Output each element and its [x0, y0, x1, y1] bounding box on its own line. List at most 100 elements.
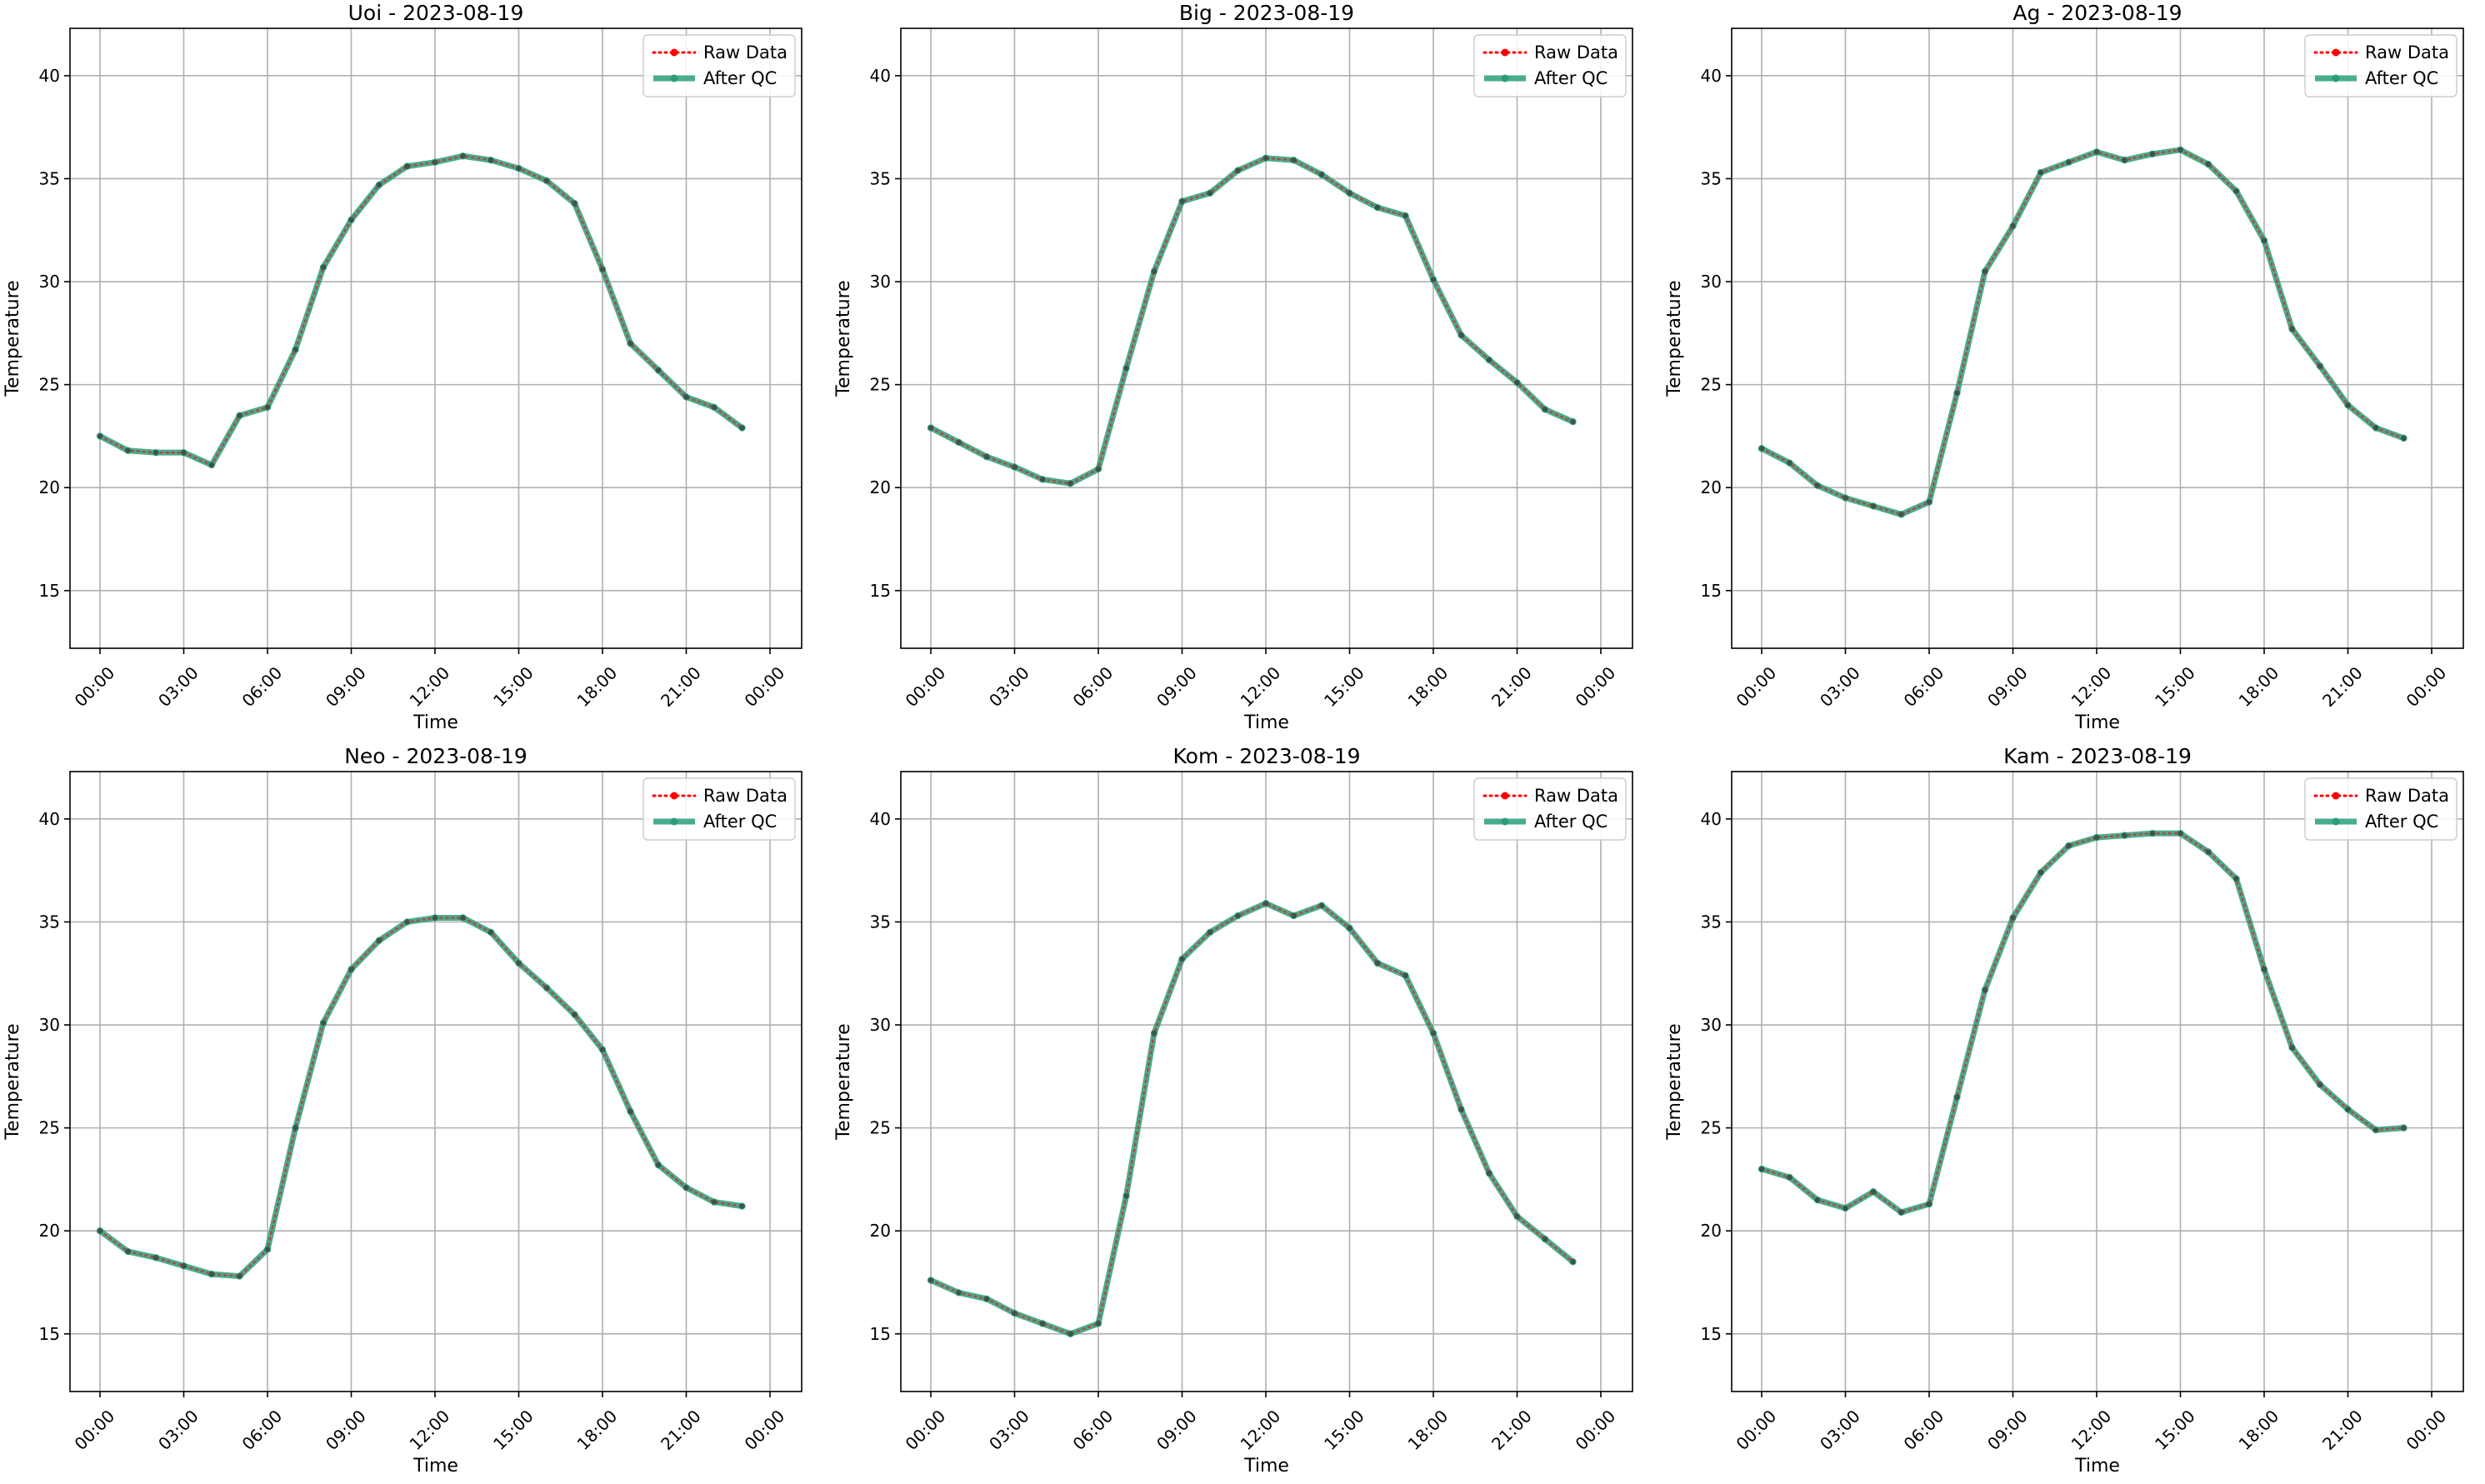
raw-data-point: [1151, 268, 1158, 274]
x-tick-label: 00:00: [2402, 662, 2451, 711]
raw-data-point: [543, 985, 550, 991]
chart-title: Big - 2023-08-19: [1179, 1, 1354, 25]
x-tick-label: 03:00: [985, 1406, 1033, 1454]
raw-data-point: [2289, 1045, 2295, 1051]
raw-data-point: [1898, 1209, 1904, 1216]
raw-data-point: [2205, 849, 2212, 855]
series-line-raw-data: [98, 917, 743, 1277]
plot-frame: [900, 27, 1633, 649]
series-line-raw-data: [1760, 832, 2405, 1214]
chart-title: Uoi - 2023-08-19: [348, 1, 524, 25]
raw-data-point: [1787, 1174, 1792, 1181]
x-tick-label: 06:00: [1069, 1406, 1118, 1454]
y-tick-label: 35: [1701, 168, 1722, 188]
raw-data-point: [181, 449, 187, 456]
legend: Raw Data After QC: [642, 777, 796, 841]
x-tick-label: 18:00: [573, 1406, 622, 1454]
legend-marker-raw-data: [1501, 792, 1509, 800]
raw-data-point: [1514, 379, 1520, 386]
raw-data-point: [683, 1185, 689, 1191]
x-tick-label: 21:00: [1488, 1406, 1536, 1454]
y-tick-label: 30: [870, 272, 891, 292]
raw-data-point: [1402, 212, 1408, 219]
legend-marker-after-qc: [670, 74, 678, 82]
y-tick-label: 25: [39, 375, 60, 395]
raw-data-point: [1207, 190, 1213, 196]
raw-data-point: [1542, 407, 1548, 412]
legend-label-after-qc: After QC: [2365, 68, 2438, 88]
plot-frame: [69, 27, 802, 649]
raw-data-point: [928, 1277, 934, 1283]
x-tick-label: 06:00: [1900, 1406, 1948, 1454]
raw-data-point: [432, 159, 438, 165]
x-tick-label: 00:00: [741, 662, 789, 711]
y-tick-label: 15: [39, 1324, 60, 1344]
raw-data-point: [628, 340, 633, 347]
y-tick-label: 25: [870, 375, 891, 395]
raw-data-point: [2066, 842, 2072, 849]
raw-data-point: [516, 960, 522, 967]
legend-label-raw-data: Raw Data: [703, 786, 788, 806]
raw-data-point: [711, 404, 718, 411]
legend-marker-after-qc: [2332, 74, 2340, 82]
raw-data-point: [2093, 834, 2100, 841]
x-tick-label: 12:00: [1237, 662, 1285, 711]
raw-data-point: [488, 929, 494, 935]
raw-data-point: [152, 1255, 159, 1261]
raw-data-point: [1458, 332, 1464, 338]
raw-data-point: [2233, 876, 2239, 882]
chart-title: Neo - 2023-08-19: [344, 744, 528, 768]
x-tick-label: 03:00: [154, 662, 202, 711]
raw-data-point: [432, 915, 438, 921]
subplot-5: 00:00 03:00 06:00 09:00 12:00 15:00 18:00 21:00…: [833, 744, 1633, 1477]
raw-data-point: [1926, 499, 1932, 505]
y-tick-label: 20: [1701, 477, 1722, 497]
x-tick-label: 21:00: [657, 1406, 705, 1454]
y-tick-label: 40: [870, 809, 891, 829]
y-tick-label: 30: [1701, 272, 1722, 292]
raw-data-point: [2372, 425, 2379, 431]
x-tick-label: 15:00: [2151, 1406, 2199, 1454]
x-tick-label: 00:00: [71, 662, 119, 711]
y-tick-label: 20: [1701, 1221, 1722, 1241]
y-tick-label: 20: [870, 1221, 891, 1241]
legend-label-raw-data: Raw Data: [703, 42, 788, 62]
raw-data-point: [1954, 390, 1960, 396]
raw-data-point: [181, 1263, 187, 1269]
y-axis-label: Temperature: [2, 1023, 23, 1140]
raw-data-point: [1179, 956, 1185, 962]
x-tick-label: 21:00: [657, 662, 705, 711]
x-axis-label: Time: [412, 1456, 458, 1477]
x-axis-label: Time: [1243, 712, 1289, 733]
raw-data-point: [1758, 446, 1765, 452]
raw-data-point: [1486, 1170, 1492, 1177]
legend-label-after-qc: After QC: [703, 812, 777, 832]
raw-data-point: [516, 165, 522, 172]
raw-data-point: [1814, 1197, 1821, 1203]
y-axis-label: Temperature: [2, 280, 23, 397]
raw-data-point: [460, 153, 466, 159]
raw-data-point: [460, 915, 466, 921]
x-tick-label: 09:00: [1983, 662, 2032, 711]
raw-data-point: [599, 266, 606, 272]
x-tick-label: 00:00: [1732, 662, 1781, 711]
subplot-1: 00:00 03:00 06:00 09:00 12:00 15:00 18:00 21:00…: [2, 1, 802, 733]
raw-data-point: [1318, 902, 1325, 908]
raw-data-point: [1151, 1030, 1158, 1037]
raw-data-point: [2205, 161, 2212, 167]
legend-marker-raw-data: [2332, 48, 2340, 57]
raw-data-point: [125, 1248, 131, 1255]
y-tick-label: 20: [870, 477, 891, 497]
y-axis-label: Temperature: [1664, 1023, 1685, 1140]
x-tick-label: 21:00: [1488, 662, 1536, 711]
y-tick-label: 15: [870, 581, 891, 601]
legend: Raw Data After QC: [2304, 34, 2458, 97]
raw-data-point: [2289, 326, 2295, 332]
y-axis-label: Temperature: [1664, 280, 1685, 397]
legend: Raw Data After QC: [1473, 777, 1627, 841]
series-line-raw-data: [929, 902, 1574, 1336]
subplot-4: 00:00 03:00 06:00 09:00 12:00 15:00 18:00 21:00…: [2, 744, 802, 1477]
raw-data-point: [404, 163, 410, 169]
raw-data-point: [2261, 967, 2268, 972]
raw-data-point: [1486, 357, 1492, 363]
